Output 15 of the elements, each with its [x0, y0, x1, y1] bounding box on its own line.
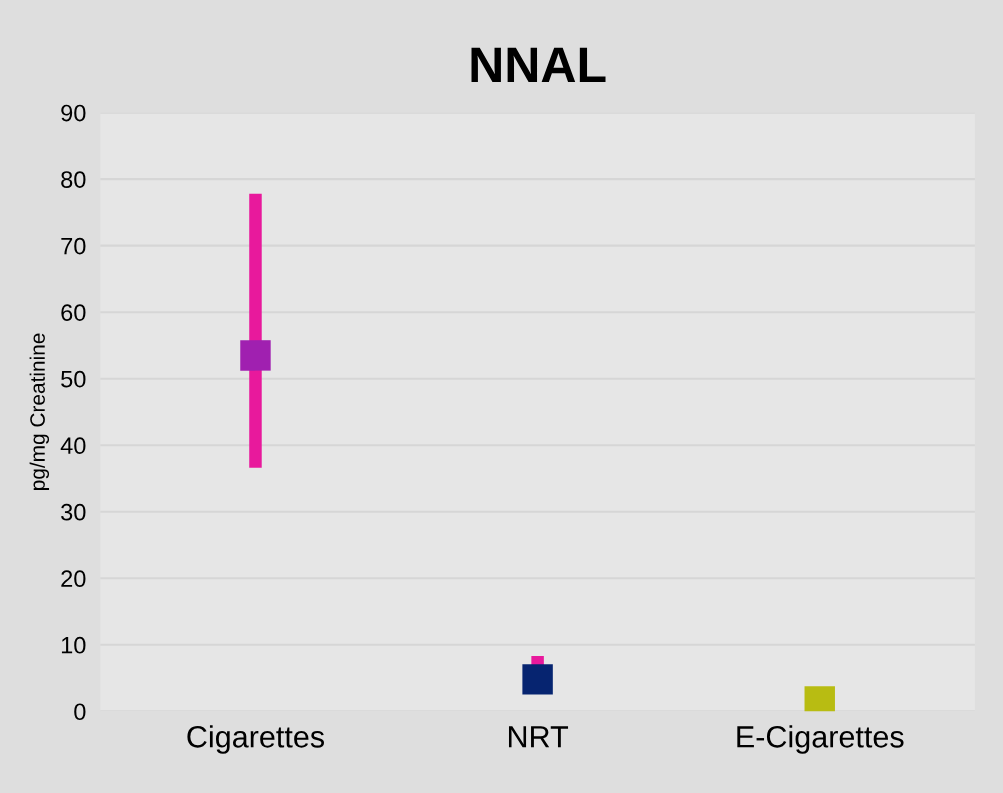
- y-axis-title: pg/mg Creatinine: [29, 333, 50, 490]
- x-tick-label: Cigarettes: [187, 725, 325, 754]
- y-tick-label: 80: [61, 171, 86, 188]
- x-tick-label: NRT: [508, 726, 569, 748]
- y-tick-label: 40: [60, 437, 86, 455]
- y-tick-label: 50: [61, 370, 86, 388]
- y-tick-label: 60: [61, 304, 86, 321]
- y-tick-label: 70: [61, 237, 86, 255]
- y-tick-label: 90: [61, 104, 86, 122]
- x-tick-label: E-Cigarettes: [737, 725, 904, 754]
- y-tick-label: 10: [61, 636, 86, 654]
- chart-title: NNAL: [471, 47, 606, 83]
- y-tick-label: 30: [61, 503, 86, 521]
- y-tick-label: 0: [74, 703, 86, 721]
- y-tick-label: 20: [61, 570, 86, 588]
